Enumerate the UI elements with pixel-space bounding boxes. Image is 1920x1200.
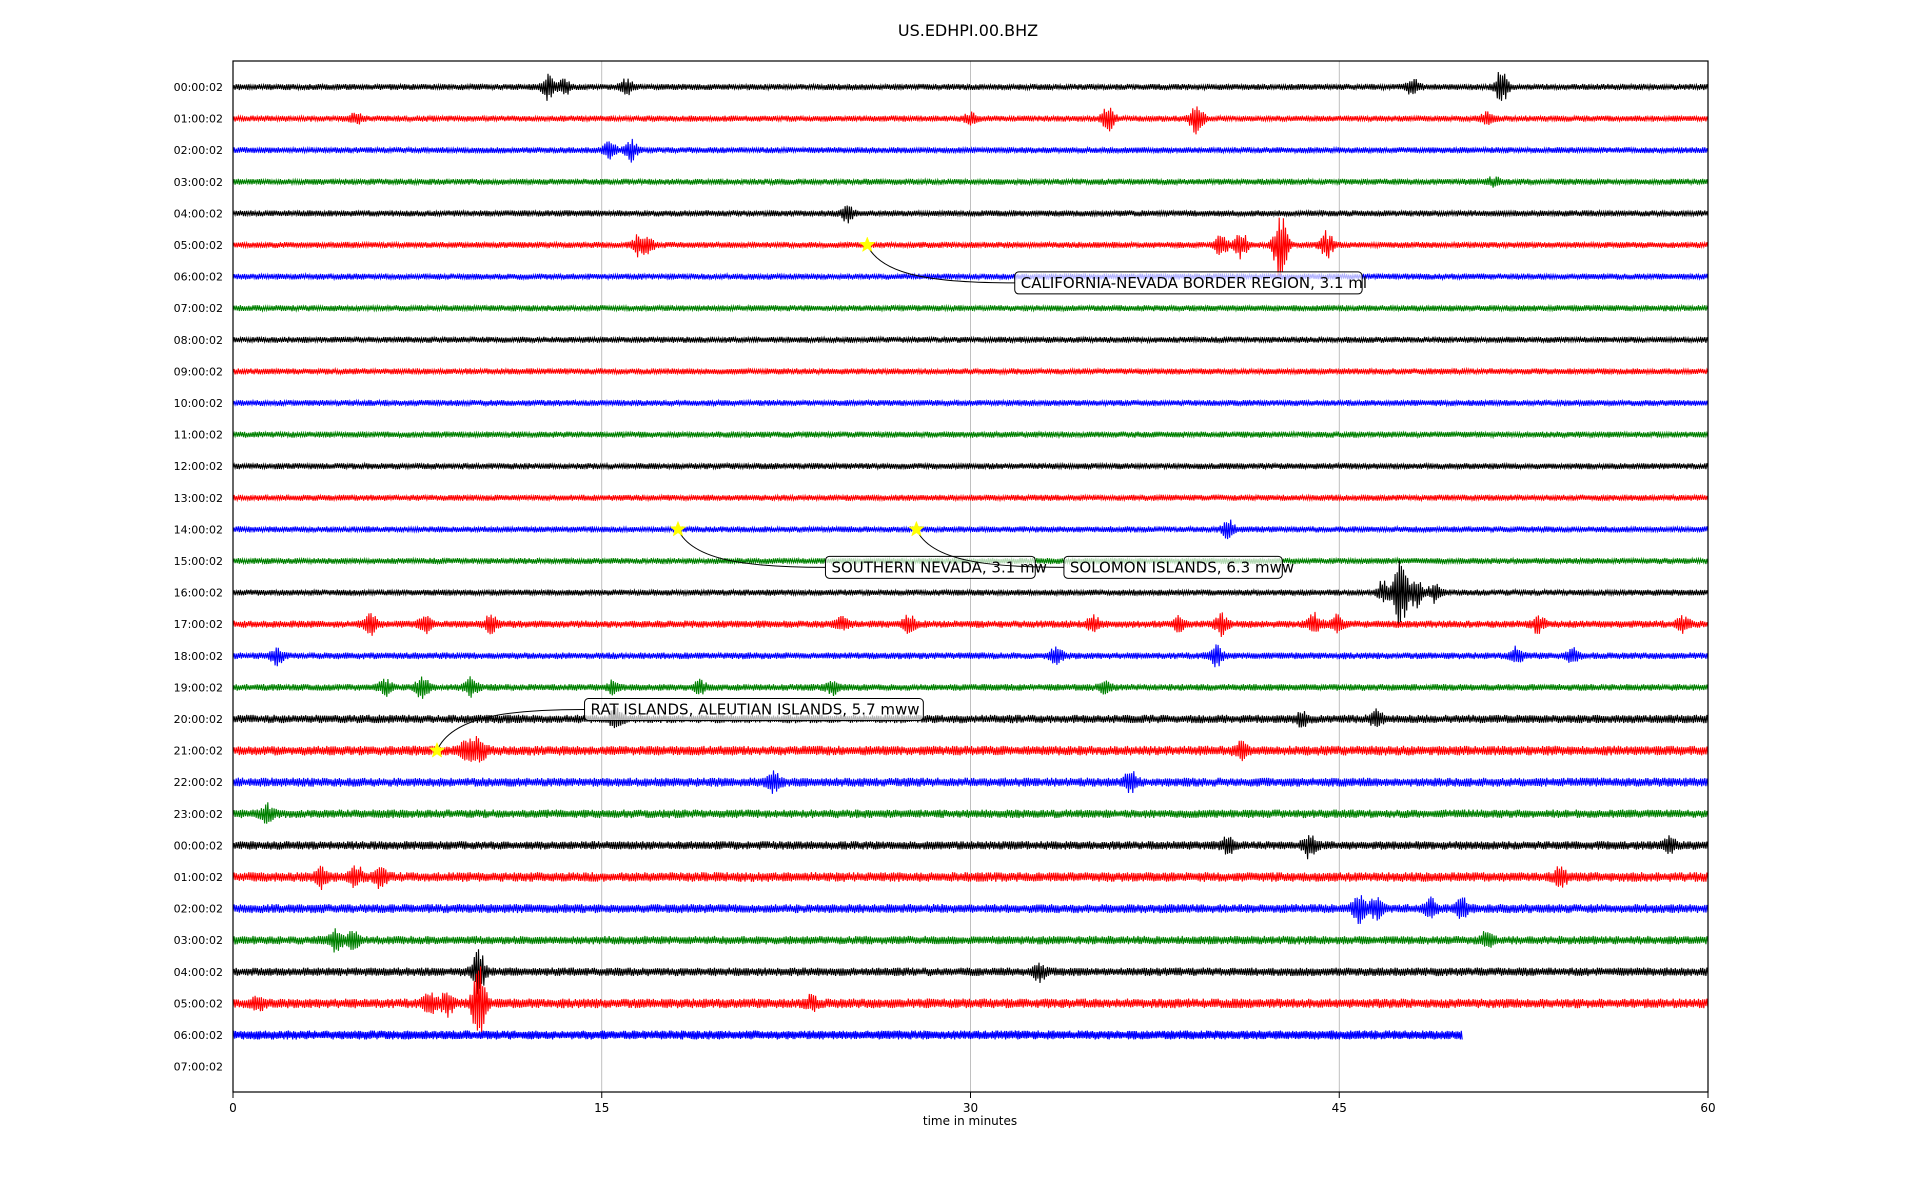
- trace-row: [232, 138, 1709, 163]
- trace-row: [232, 398, 1709, 408]
- row-time-label: 12:00:02: [174, 460, 223, 473]
- event-label: RAT ISLANDS, ALEUTIAN ISLANDS, 5.7 mww: [591, 701, 920, 719]
- row-time-label: 06:00:02: [174, 1029, 223, 1042]
- x-tick-label: 60: [1700, 1101, 1715, 1115]
- trace-row: [232, 949, 1709, 995]
- trace-row: [232, 176, 1709, 188]
- trace-row: [232, 430, 1709, 440]
- trace-row: [232, 106, 1709, 135]
- row-time-label: 03:00:02: [174, 934, 223, 947]
- row-time-label: 13:00:02: [174, 492, 223, 505]
- row-time-label: 22:00:02: [174, 776, 223, 789]
- row-time-label: 20:00:02: [174, 713, 223, 726]
- trace-row: [232, 802, 1709, 824]
- row-time-label: 06:00:02: [174, 271, 223, 284]
- trace-row: [232, 676, 1709, 699]
- x-tick-label: 0: [229, 1101, 237, 1115]
- row-time-label: 14:00:02: [174, 523, 223, 536]
- x-axis-title: time in minutes: [923, 1114, 1017, 1128]
- chart-title: US.EDHPI.00.BHZ: [898, 21, 1038, 40]
- row-time-label: 19:00:02: [174, 681, 223, 694]
- event-star-marker: [669, 520, 687, 537]
- trace-row: [232, 272, 1709, 282]
- event-label-box: [1014, 271, 1363, 295]
- trace-row: [232, 770, 1709, 794]
- seismogram-traces: [232, 71, 1709, 1040]
- trace-row: [232, 705, 1709, 729]
- trace-row: [232, 966, 1709, 1033]
- event-star-marker: [908, 520, 925, 537]
- row-time-label: 01:00:02: [174, 871, 223, 884]
- trace-row: [232, 205, 1709, 224]
- trace-row: [232, 335, 1709, 345]
- row-time-label: 05:00:02: [174, 239, 223, 252]
- row-time-label: 17:00:02: [174, 618, 223, 631]
- trace-row: [232, 1030, 1463, 1040]
- event-annotation: RAT ISLANDS, ALEUTIAN ISLANDS, 5.7 mww: [428, 698, 924, 758]
- trace-row: [232, 611, 1709, 638]
- trace-row: [232, 303, 1709, 313]
- row-time-label: 04:00:02: [174, 966, 223, 979]
- row-time-label: 16:00:02: [174, 587, 223, 600]
- x-axis: 0 15 30 45 60: [229, 1092, 1716, 1115]
- trace-row: [232, 461, 1709, 471]
- trace-row: [232, 895, 1709, 925]
- event-label: SOLOMON ISLANDS, 6.3 mww: [1070, 558, 1294, 576]
- event-label-box: [584, 698, 924, 722]
- row-time-label: 02:00:02: [174, 144, 223, 157]
- event-annotation: SOLOMON ISLANDS, 6.3 mww: [908, 520, 1294, 579]
- row-time-label: 02:00:02: [174, 903, 223, 916]
- trace-row: [232, 493, 1709, 503]
- row-time-label: 11:00:02: [174, 429, 223, 442]
- row-time-label: 08:00:02: [174, 334, 223, 347]
- row-time-label: 01:00:02: [174, 113, 223, 126]
- event-connector: [866, 244, 1015, 284]
- trace-row: [232, 835, 1709, 860]
- trace-row: [232, 366, 1709, 376]
- event-star-marker: [858, 236, 876, 253]
- event-connector: [915, 529, 1064, 568]
- trace-row: [232, 865, 1709, 891]
- trace-row: [232, 644, 1709, 668]
- row-time-label: 07:00:02: [174, 302, 223, 315]
- event-annotations: CALIFORNIA-NEVADA BORDER REGION, 3.1 ml S…: [428, 236, 1367, 758]
- event-label: SOUTHERN NEVADA, 3.1 mw: [831, 558, 1046, 576]
- event-label: CALIFORNIA-NEVADA BORDER REGION, 3.1 ml: [1021, 274, 1367, 292]
- trace-row: [232, 71, 1709, 101]
- event-label-box: [1063, 555, 1283, 579]
- row-time-label: 00:00:02: [174, 81, 223, 94]
- trace-row: [232, 217, 1709, 277]
- event-annotation: CALIFORNIA-NEVADA BORDER REGION, 3.1 ml: [858, 236, 1367, 295]
- row-time-label: 04:00:02: [174, 207, 223, 220]
- row-time-label: 07:00:02: [174, 1061, 223, 1074]
- row-time-label: 15:00:02: [174, 555, 223, 568]
- row-time-label: 00:00:02: [174, 839, 223, 852]
- x-tick-label: 30: [963, 1101, 978, 1115]
- row-time-label: 09:00:02: [174, 365, 223, 378]
- trace-row: [232, 928, 1709, 953]
- trace-row: [232, 560, 1709, 625]
- row-time-label: 18:00:02: [174, 650, 223, 663]
- x-tick-label: 15: [594, 1101, 609, 1115]
- event-connector: [436, 709, 585, 751]
- event-star-marker: [428, 741, 446, 758]
- x-tick-label: 45: [1332, 1101, 1347, 1115]
- row-time-label: 21:00:02: [174, 745, 223, 758]
- row-time-label: 10:00:02: [174, 397, 223, 410]
- trace-row: [232, 519, 1709, 540]
- row-time-labels: 00:00:02 01:00:02 02:00:02 03:00:02 04:00:02…: [174, 81, 223, 1074]
- row-time-label: 23:00:02: [174, 808, 223, 821]
- event-connector: [677, 529, 826, 568]
- row-time-label: 05:00:02: [174, 997, 223, 1010]
- trace-row: [232, 735, 1709, 763]
- row-time-label: 03:00:02: [174, 176, 223, 189]
